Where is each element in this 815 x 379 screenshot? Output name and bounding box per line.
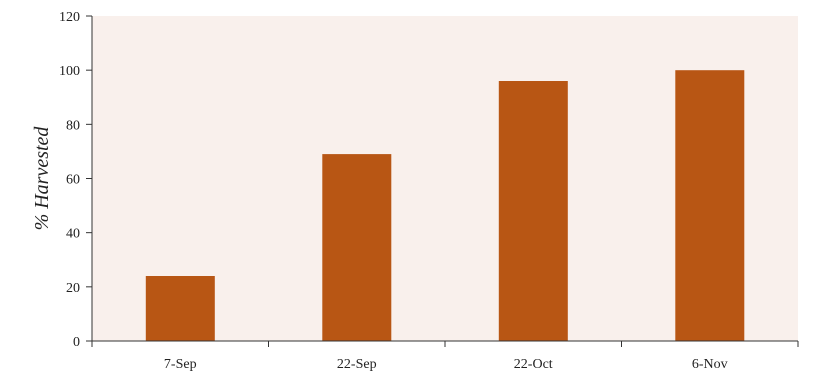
y-tick-label: 0 [73, 335, 80, 350]
y-tick-label: 100 [59, 64, 80, 79]
bar-22-oct [498, 81, 568, 341]
bar-22-sep [322, 154, 392, 341]
x-tick-label: 6-Nov [692, 357, 728, 372]
x-tick-label: 22-Sep [337, 357, 377, 372]
y-tick-label: 60 [66, 173, 80, 188]
bars [145, 70, 745, 341]
x-tick-label: 7-Sep [164, 357, 197, 372]
y-tick-label: 120 [59, 10, 80, 25]
bar-6-nov [675, 70, 745, 341]
y-axis-ticks: 0 20 40 60 80 100 120 [59, 10, 92, 350]
x-tick-label: 22-Oct [514, 357, 553, 372]
bar-7-sep [145, 276, 215, 341]
y-tick-label: 20 [66, 281, 80, 296]
y-tick-label: 80 [66, 118, 80, 133]
y-tick-label: 40 [66, 227, 80, 242]
y-axis-title: % Harvested [31, 126, 53, 231]
x-axis-ticks: 7-Sep 22-Sep 22-Oct 6-Nov [91, 341, 799, 372]
